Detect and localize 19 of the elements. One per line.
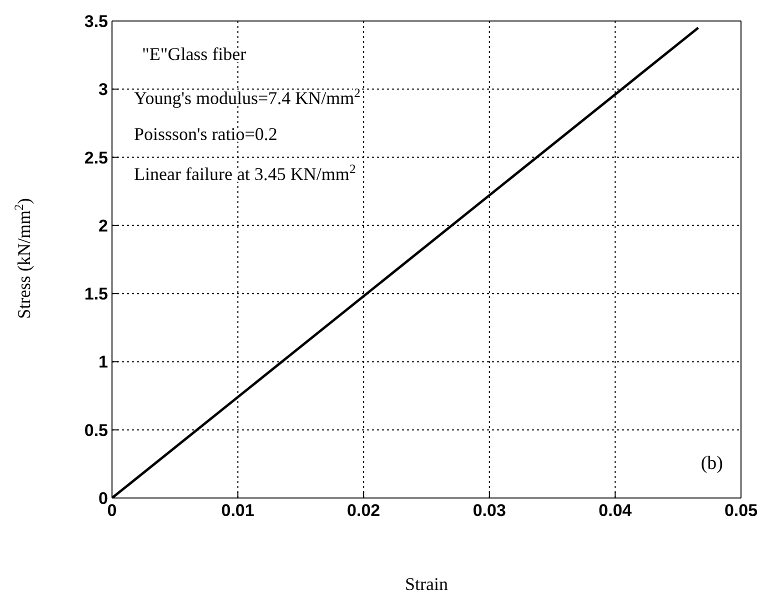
x-tick-label: 0.01: [221, 501, 254, 520]
x-axis-title: Strain: [405, 574, 448, 594]
y-tick-label: 0: [98, 489, 108, 508]
y-tick-label: 2.5: [84, 148, 108, 168]
x-tick-label: 0.05: [724, 501, 758, 520]
annotation: Linear failure at 3.45 KN/mm$^{2}$: [134, 162, 356, 184]
x-tick-label: 0.03: [472, 501, 506, 520]
x-tick-label: 0.04: [598, 501, 632, 520]
y-tick-label: 1: [98, 352, 108, 372]
y-tick-label: 2: [98, 216, 108, 236]
annotation: "E"Glass fiber: [142, 44, 246, 64]
y-tick-label: 0.5: [84, 420, 108, 440]
annotation: Young's modulus=7.4 KN/mm$^{2}$: [134, 86, 360, 108]
x-tick-label: 0.02: [347, 501, 380, 520]
y-tick-label: 3: [98, 80, 108, 100]
y-tick-label: 3.5: [84, 12, 108, 32]
annotation: Poissson's ratio=0.2: [134, 124, 278, 144]
y-tick-label: 1.5: [84, 284, 108, 304]
annotation: (b): [700, 453, 723, 474]
